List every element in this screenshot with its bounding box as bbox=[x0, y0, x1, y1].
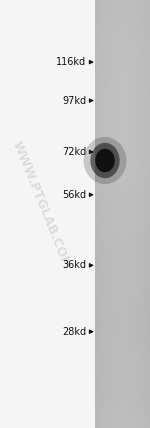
Text: 97kd: 97kd bbox=[62, 95, 86, 106]
Bar bbox=[95, 0, 150, 428]
Text: 28kd: 28kd bbox=[62, 327, 86, 337]
Text: WWW.PTGLAB.COM: WWW.PTGLAB.COM bbox=[10, 140, 74, 271]
Text: 56kd: 56kd bbox=[62, 190, 86, 200]
Ellipse shape bbox=[90, 143, 120, 178]
Bar bbox=[0, 0, 95, 428]
Text: 116kd: 116kd bbox=[56, 57, 86, 67]
Text: 72kd: 72kd bbox=[62, 147, 86, 157]
Text: 36kd: 36kd bbox=[62, 260, 86, 270]
Ellipse shape bbox=[84, 137, 126, 184]
Ellipse shape bbox=[95, 149, 115, 172]
